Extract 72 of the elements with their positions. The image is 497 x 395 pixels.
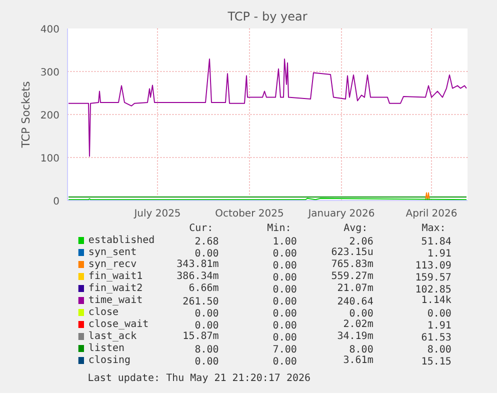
text: 15.15 (421, 356, 452, 368)
legend-label: syn_recv (88, 259, 137, 270)
y-tick-label: 300 (40, 68, 60, 78)
text: 6.66m (188, 283, 219, 294)
y-tick-label: 100 (40, 154, 60, 164)
legend-label: established (88, 235, 155, 246)
text: 386.34m (176, 271, 219, 282)
text: 765.83m (331, 259, 374, 270)
text: 8.00 (194, 344, 219, 356)
text: 34.19m (337, 331, 374, 342)
text: 343.81m (176, 259, 219, 270)
legend-label: fin_wait2 (88, 283, 143, 294)
text: 61.53 (421, 332, 452, 344)
legend-label: fin_wait1 (88, 271, 143, 282)
text: 0.00 (272, 332, 297, 344)
y-tick-label: 0 (53, 196, 60, 208)
x-tick-label: January 2026 (307, 208, 375, 220)
text: 2.06 (349, 236, 374, 248)
text: 102.85 (415, 284, 452, 296)
text: 21.07m (337, 283, 374, 294)
text: 0.00 (272, 308, 297, 320)
text: 8.00 (427, 344, 452, 356)
text: Cur: (189, 223, 214, 234)
text: Last update: Thu May 21 21:20:17 2026 (88, 373, 311, 384)
legend-label: syn_sent (88, 247, 137, 258)
text: 0.00 (272, 260, 297, 272)
x-tick-label: October 2025 (215, 208, 284, 220)
text: 0.00 (272, 320, 297, 332)
text: Min: (267, 223, 292, 234)
text: 113.09 (415, 260, 452, 272)
line-series (68, 58, 467, 157)
text: 623.15u (331, 247, 374, 258)
y-axis-title: TCP Sockets (19, 81, 32, 149)
legend-label: close (88, 307, 119, 318)
text: 1.91 (427, 320, 452, 332)
text: 8.00 (349, 344, 374, 356)
text: 2.68 (194, 236, 219, 248)
legend-label: listen (88, 343, 125, 354)
text: 1.91 (427, 248, 452, 260)
text: 0.00 (194, 308, 219, 320)
text: 0.00 (272, 356, 297, 368)
text: 261.50 (182, 296, 219, 308)
y-tick-label: 400 (40, 24, 60, 36)
text: Max: (422, 223, 446, 234)
text: 0.00 (349, 308, 374, 320)
x-tick-label: July 2025 (133, 208, 181, 220)
text: 15.87m (182, 331, 219, 342)
text: 7.00 (272, 344, 297, 356)
text: Avg: (344, 223, 368, 234)
legend-label: close_wait (88, 319, 149, 330)
legend-label: last_ack (88, 331, 137, 342)
text: 1.14k (421, 295, 452, 306)
text: 2.02m (343, 319, 374, 330)
x-tick-label: April 2026 (406, 208, 458, 220)
text: 0.00 (194, 248, 219, 260)
text: 0.00 (194, 320, 219, 332)
text: 0.00 (194, 356, 219, 368)
text: 0.00 (427, 308, 452, 320)
text: 559.27m (331, 271, 374, 282)
text: 1.00 (272, 236, 297, 248)
text: 240.64 (337, 296, 374, 308)
text: 0.00 (272, 248, 297, 260)
legend-label: time_wait (88, 295, 143, 306)
text: 0.00 (272, 296, 297, 308)
text: 0.00 (272, 272, 297, 284)
text: 0.00 (272, 284, 297, 296)
text: 51.84 (421, 236, 452, 248)
text: 3.61m (343, 355, 374, 366)
y-tick-label: 200 (40, 110, 60, 122)
text: 159.57 (415, 272, 452, 284)
chart-title: TCP - by year (226, 10, 308, 24)
legend-label: closing (88, 355, 131, 366)
